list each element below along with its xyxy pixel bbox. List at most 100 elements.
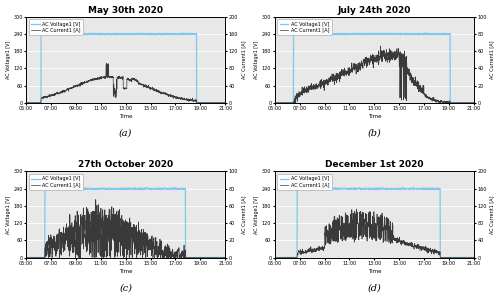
AC Voltage1 [V] [222,256,228,259]
Line: AC Current1 [A]: AC Current1 [A] [26,199,225,257]
AC Voltage1 [V] [339,32,345,36]
AC Current1 [A] [272,101,278,105]
AC Current1 [A] [339,215,345,218]
AC Voltage1 [V] [306,32,312,35]
Title: July 24th 2020: July 24th 2020 [338,5,411,15]
Line: AC Current1 [A]: AC Current1 [A] [275,209,474,257]
Line: AC Current1 [A]: AC Current1 [A] [275,46,474,103]
Y-axis label: AC Current1 [A]: AC Current1 [A] [241,195,246,234]
Text: (d): (d) [368,283,381,292]
AC Current1 [A] [56,249,62,252]
AC Current1 [A] [376,237,382,241]
AC Voltage1 [V] [272,256,278,259]
AC Current1 [A] [222,101,228,105]
AC Current1 [A] [104,61,110,65]
Line: AC Voltage1 [V]: AC Voltage1 [V] [275,33,474,103]
Line: AC Voltage1 [V]: AC Voltage1 [V] [26,33,225,103]
AC Voltage1 [V] [90,187,96,191]
AC Voltage1 [V] [56,32,62,35]
Text: (a): (a) [119,129,132,137]
AC Voltage1 [V] [50,187,56,190]
AC Voltage1 [V] [56,187,62,191]
AC Current1 [A] [358,223,364,226]
AC Current1 [A] [110,75,116,78]
Text: (c): (c) [119,283,132,292]
AC Voltage1 [V] [90,33,96,36]
AC Current1 [A] [339,71,345,75]
AC Voltage1 [V] [110,187,116,191]
AC Current1 [A] [23,256,29,259]
AC Voltage1 [V] [132,32,138,36]
AC Voltage1 [V] [272,101,278,105]
AC Current1 [A] [128,78,134,81]
Title: May 30th 2020: May 30th 2020 [88,5,163,15]
AC Current1 [A] [132,78,138,81]
AC Current1 [A] [132,226,138,230]
AC Voltage1 [V] [422,31,428,35]
AC Voltage1 [V] [358,187,364,191]
Y-axis label: AC Voltage1 [V]: AC Voltage1 [V] [6,40,10,79]
AC Voltage1 [V] [358,33,364,36]
Y-axis label: AC Voltage1 [V]: AC Voltage1 [V] [6,195,10,234]
Title: December 1st 2020: December 1st 2020 [325,160,424,169]
AC Current1 [A] [23,101,29,105]
AC Voltage1 [V] [222,101,228,105]
X-axis label: Time: Time [119,269,132,274]
AC Current1 [A] [92,198,98,201]
AC Current1 [A] [306,86,312,90]
AC Current1 [A] [298,249,304,253]
AC Current1 [A] [471,256,477,259]
AC Current1 [A] [358,62,364,66]
AC Voltage1 [V] [339,187,345,191]
AC Current1 [A] [380,48,386,52]
Legend: AC Voltage1 [V], AC Current1 [A]: AC Voltage1 [V], AC Current1 [A] [277,19,332,35]
AC Current1 [A] [378,44,384,48]
Y-axis label: AC Current1 [A]: AC Current1 [A] [490,195,494,234]
AC Voltage1 [V] [90,31,96,35]
AC Current1 [A] [272,256,278,259]
AC Voltage1 [V] [471,101,477,105]
AC Voltage1 [V] [380,32,386,36]
Text: (b): (b) [368,129,381,137]
Legend: AC Voltage1 [V], AC Current1 [A]: AC Voltage1 [V], AC Current1 [A] [28,19,83,35]
AC Voltage1 [V] [23,256,29,259]
AC Voltage1 [V] [410,186,416,189]
AC Current1 [A] [298,91,304,95]
AC Current1 [A] [50,240,56,244]
Y-axis label: AC Current1 [A]: AC Current1 [A] [241,40,246,79]
AC Current1 [A] [90,78,96,82]
AC Voltage1 [V] [376,187,382,190]
X-axis label: Time: Time [368,269,381,274]
AC Voltage1 [V] [380,187,386,191]
AC Voltage1 [V] [23,101,29,105]
AC Current1 [A] [222,256,228,259]
X-axis label: Time: Time [368,114,381,119]
Y-axis label: AC Voltage1 [V]: AC Voltage1 [V] [254,40,259,79]
AC Current1 [A] [354,207,360,211]
AC Current1 [A] [56,91,62,95]
Line: AC Voltage1 [V]: AC Voltage1 [V] [275,188,474,257]
AC Voltage1 [V] [376,32,382,36]
AC Current1 [A] [471,101,477,105]
AC Voltage1 [V] [298,187,304,191]
AC Current1 [A] [110,236,116,240]
AC Voltage1 [V] [128,32,134,36]
Legend: AC Voltage1 [V], AC Current1 [A]: AC Voltage1 [V], AC Current1 [A] [277,174,332,190]
Line: AC Current1 [A]: AC Current1 [A] [26,63,225,103]
AC Voltage1 [V] [132,187,138,191]
X-axis label: Time: Time [119,114,132,119]
AC Voltage1 [V] [128,187,134,190]
AC Voltage1 [V] [110,32,116,36]
AC Current1 [A] [380,238,386,242]
Legend: AC Voltage1 [V], AC Current1 [A]: AC Voltage1 [V], AC Current1 [A] [28,174,83,190]
AC Voltage1 [V] [306,187,312,191]
AC Voltage1 [V] [50,33,56,36]
AC Voltage1 [V] [298,32,304,35]
AC Voltage1 [V] [471,256,477,259]
Line: AC Voltage1 [V]: AC Voltage1 [V] [26,188,225,257]
AC Current1 [A] [376,56,382,60]
AC Current1 [A] [90,240,96,244]
AC Current1 [A] [306,248,312,252]
AC Current1 [A] [50,94,56,97]
Y-axis label: AC Current1 [A]: AC Current1 [A] [490,40,494,79]
